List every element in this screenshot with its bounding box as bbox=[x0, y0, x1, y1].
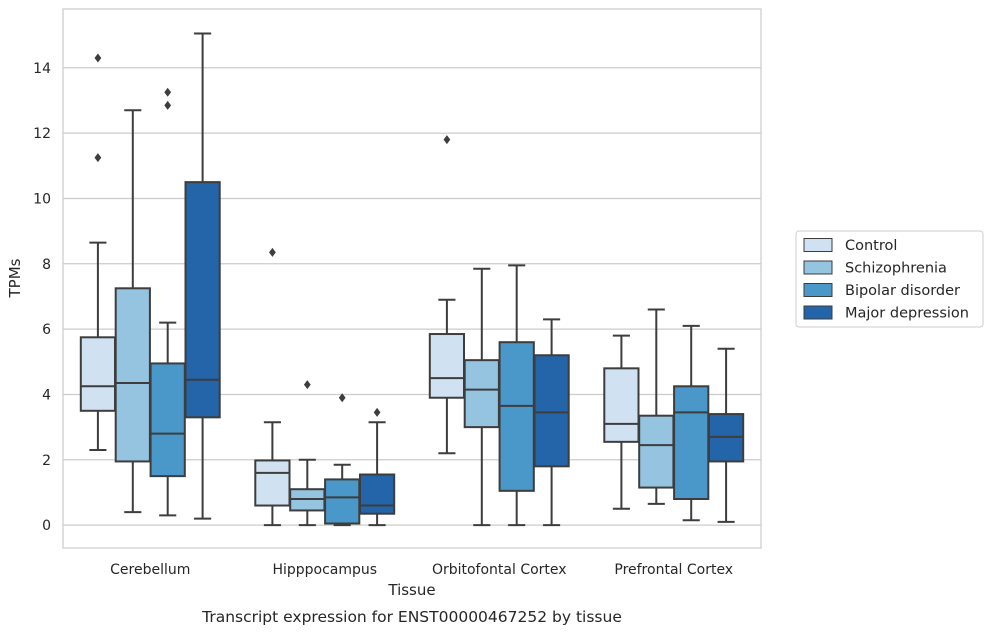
box-major-depression bbox=[707, 347, 745, 523]
outlier-point bbox=[164, 100, 172, 110]
x-tick-label: Prefrontal Cortex bbox=[614, 562, 733, 578]
box-iqr bbox=[603, 367, 640, 443]
box-iqr bbox=[324, 478, 361, 525]
legend-swatch bbox=[803, 283, 833, 297]
box-control bbox=[603, 334, 640, 510]
box-schizophrenia bbox=[638, 308, 675, 505]
outlier-point bbox=[269, 247, 276, 257]
y-tick-label: 2 bbox=[42, 453, 51, 469]
box-major-depression bbox=[184, 32, 221, 520]
outlier-point bbox=[94, 153, 102, 163]
box-iqr bbox=[673, 385, 710, 500]
legend-label: Control bbox=[845, 238, 897, 254]
box-iqr bbox=[428, 333, 466, 399]
outlier-point bbox=[303, 380, 311, 390]
box-schizophrenia bbox=[463, 267, 500, 527]
legend-swatch bbox=[803, 260, 833, 275]
outlier-point bbox=[443, 135, 451, 145]
box-iqr bbox=[463, 359, 500, 429]
box-control bbox=[79, 53, 117, 451]
y-axis-ticks: 0 2 4 6 8 10 12 14 bbox=[33, 61, 51, 534]
box-bipolar-disorder bbox=[498, 264, 535, 527]
chart-title: Transcript expression for ENST0000046725… bbox=[201, 608, 622, 626]
box-major-depression bbox=[533, 318, 570, 527]
y-tick-label: 14 bbox=[33, 61, 51, 77]
outlier-point bbox=[338, 393, 346, 403]
y-tick-label: 0 bbox=[42, 518, 51, 534]
box-iqr bbox=[498, 341, 535, 492]
box-iqr bbox=[533, 354, 570, 468]
x-axis-label: Tissue bbox=[387, 581, 435, 599]
box-iqr bbox=[184, 181, 221, 419]
box-bipolar-disorder bbox=[149, 87, 186, 517]
legend-label: Schizophrenia bbox=[845, 261, 947, 277]
x-tick-label: Hipppocampus bbox=[272, 562, 377, 578]
box-major-depression bbox=[358, 407, 396, 527]
plot-frame bbox=[62, 8, 762, 549]
legend-label: Major depression bbox=[845, 306, 969, 322]
y-tick-label: 8 bbox=[42, 257, 51, 273]
y-tick-label: 10 bbox=[33, 191, 51, 207]
box-iqr bbox=[254, 459, 291, 507]
box-iqr bbox=[638, 414, 675, 489]
legend: Control Schizophrenia Bipolar disorder Majo… bbox=[795, 230, 984, 328]
legend-swatch bbox=[803, 305, 833, 320]
box-iqr bbox=[114, 287, 151, 463]
box-iqr bbox=[358, 473, 396, 515]
x-tick-label: Cerebellum bbox=[110, 562, 190, 578]
box-bipolar-disorder bbox=[673, 324, 710, 522]
box-schizophrenia bbox=[114, 109, 151, 514]
y-axis-label: TPMs bbox=[6, 258, 24, 298]
y-tick-label: 12 bbox=[33, 126, 51, 142]
box-iqr bbox=[149, 362, 186, 478]
y-tick-label: 6 bbox=[42, 322, 51, 338]
x-tick-label: Orbitofontal Cortex bbox=[432, 562, 567, 578]
outlier-point bbox=[373, 407, 381, 417]
legend-frame bbox=[795, 230, 984, 328]
box-plot-area bbox=[79, 32, 745, 527]
box-schizophrenia bbox=[289, 380, 326, 527]
outlier-point bbox=[94, 53, 102, 63]
box-control bbox=[428, 135, 466, 455]
box-bipolar-disorder bbox=[324, 393, 361, 527]
box-control bbox=[254, 247, 291, 527]
y-tick-label: 4 bbox=[42, 387, 51, 403]
box-iqr bbox=[79, 336, 117, 412]
legend-swatch bbox=[803, 238, 833, 252]
outlier-point bbox=[164, 87, 172, 97]
x-axis-ticks: Cerebellum Hipppocampus Orbitofontal Corte… bbox=[110, 562, 733, 578]
legend-label: Bipolar disorder bbox=[845, 283, 960, 299]
